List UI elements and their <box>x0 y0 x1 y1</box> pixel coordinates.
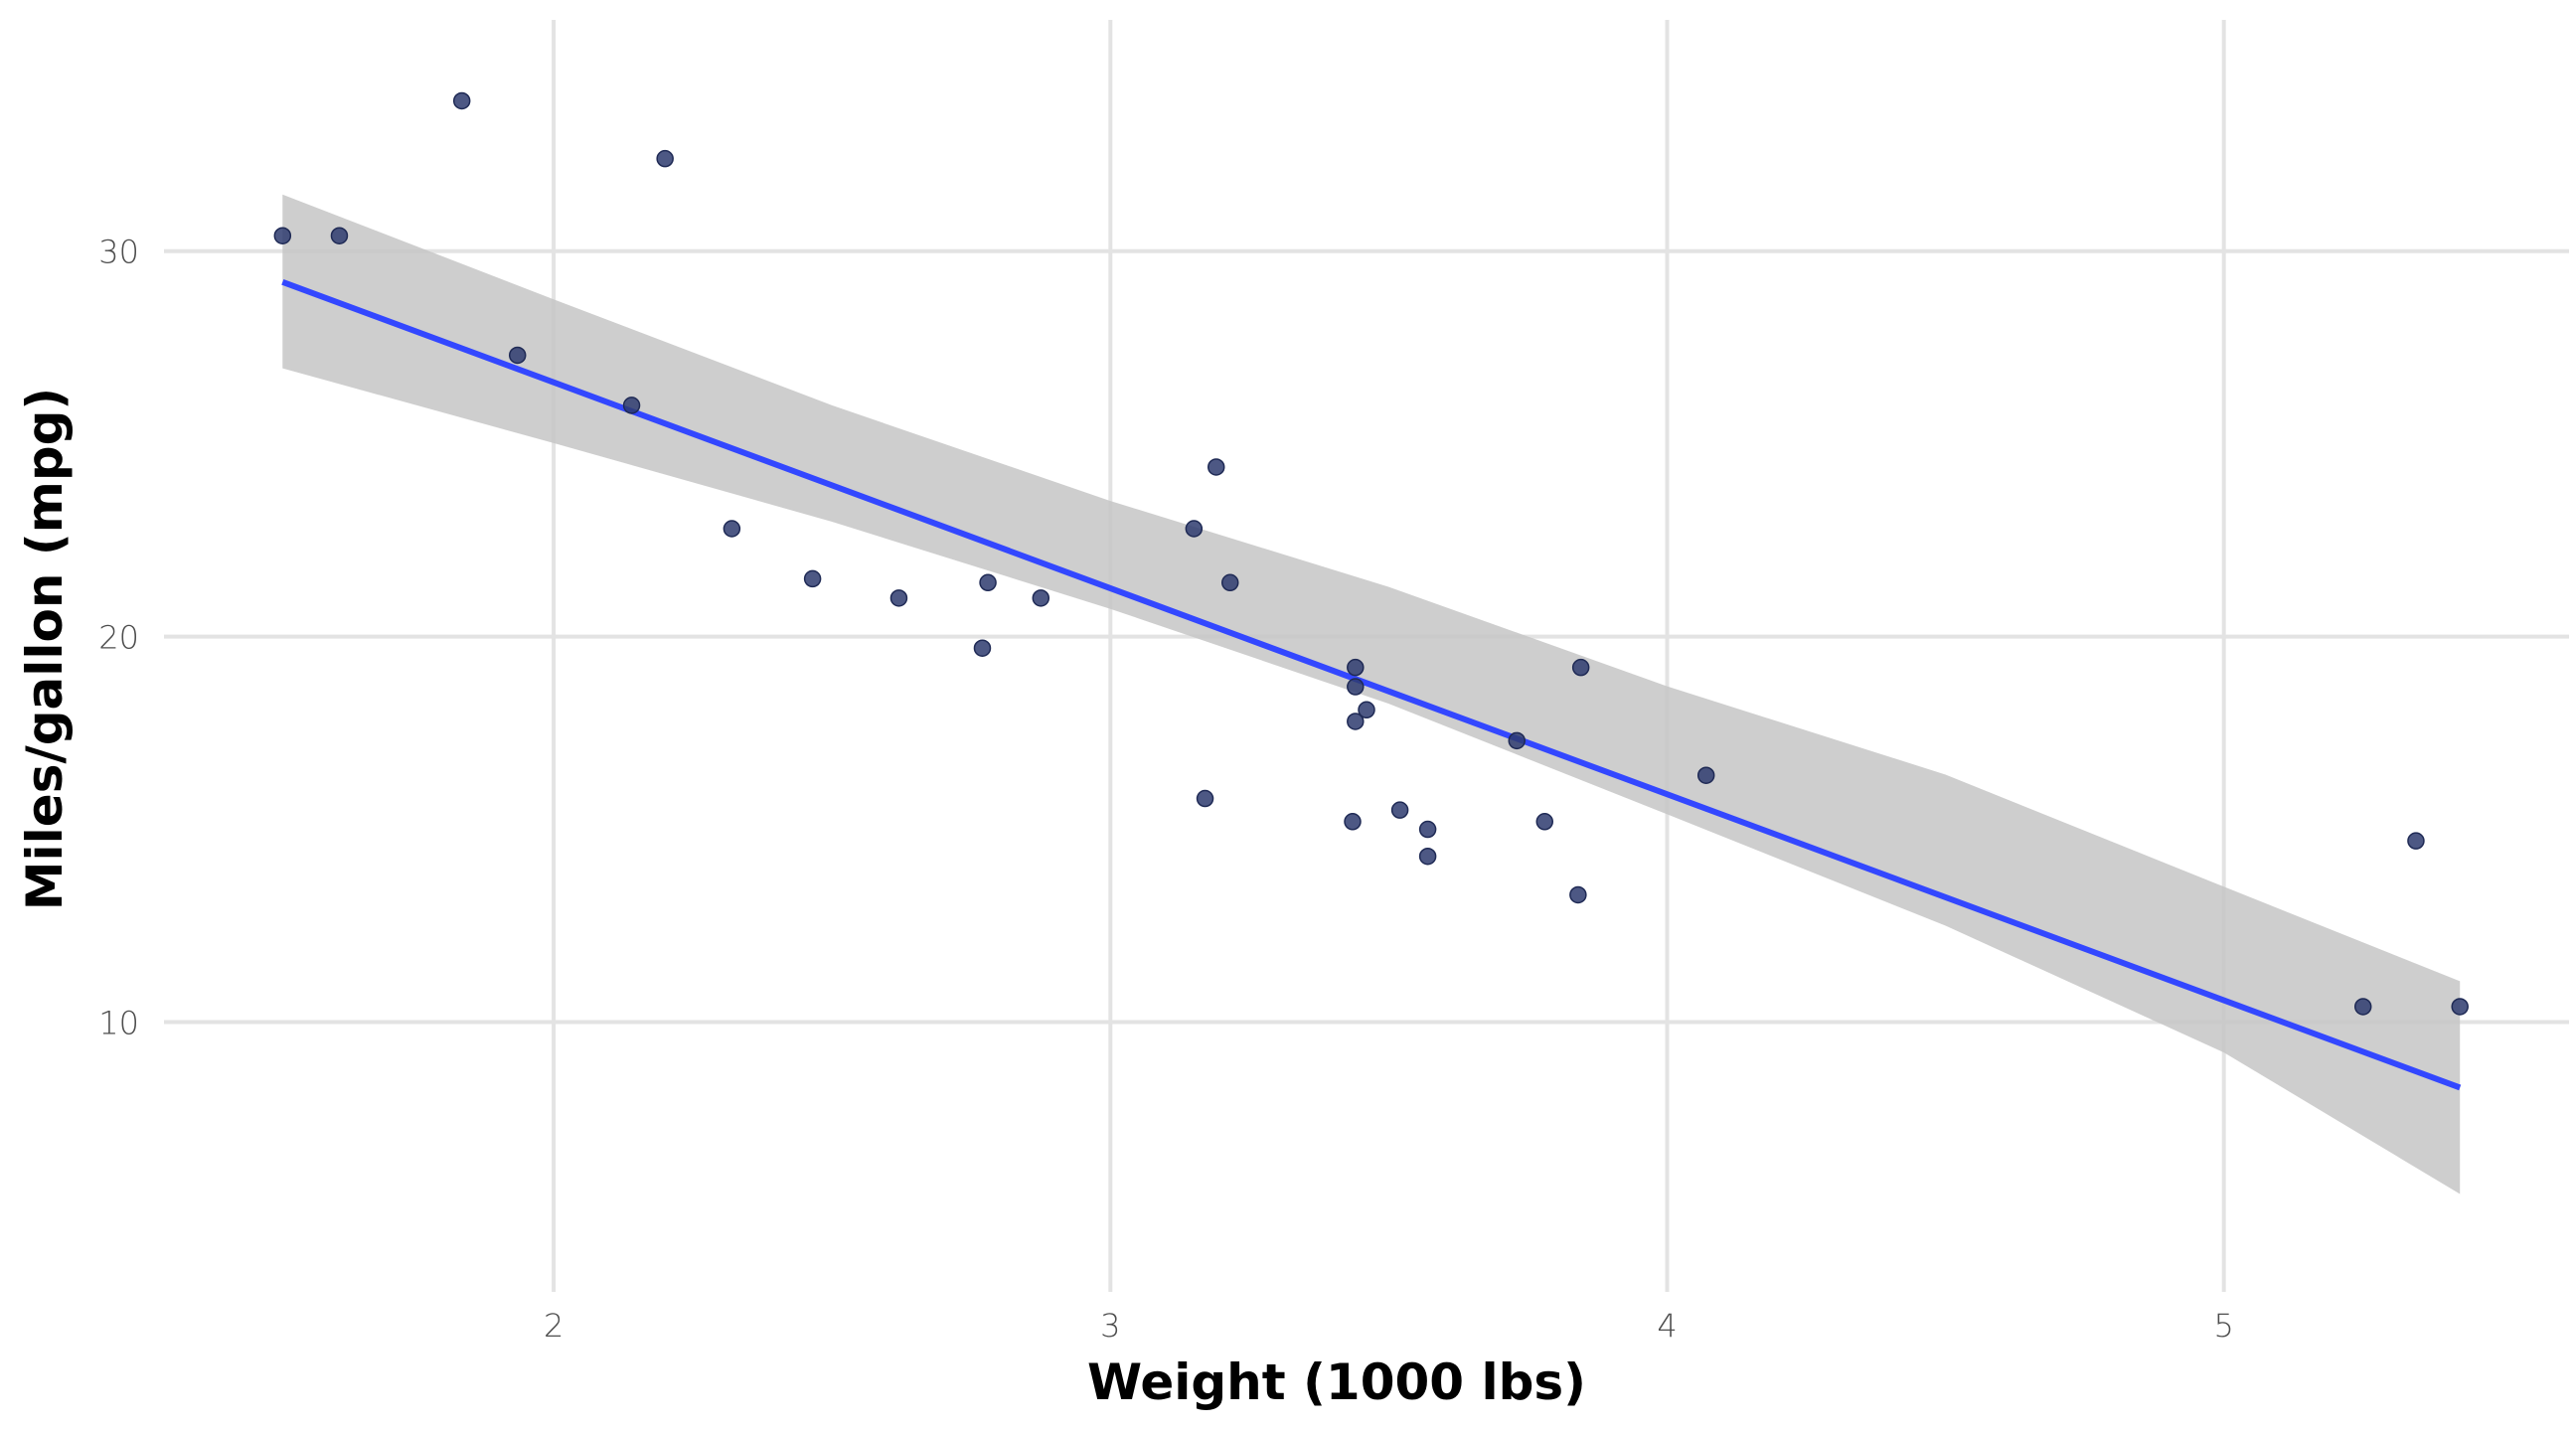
data-point-31 <box>979 573 997 592</box>
confidence-band <box>282 194 2461 1194</box>
data-point-15 <box>2451 998 2469 1016</box>
data-point-22 <box>1344 813 1362 831</box>
data-point-19 <box>452 91 471 110</box>
tick-labels: 2 3 4 5 10 20 30 <box>98 234 2234 1345</box>
data-point-18 <box>330 227 349 244</box>
y-tick-label-30: 30 <box>98 234 139 271</box>
data-point-5 <box>1358 701 1375 719</box>
data-point-29 <box>973 639 992 657</box>
data-point-10 <box>1347 713 1365 730</box>
data-point-2 <box>723 520 741 538</box>
data-point-20 <box>803 569 822 588</box>
data-point-9 <box>1347 658 1365 677</box>
x-tick-label-2: 2 <box>544 1307 564 1345</box>
fit-line-layer <box>281 278 2462 1091</box>
data-point-7 <box>1208 458 1225 476</box>
x-axis-title: Weight (1000 lbs) <box>1087 1353 1586 1411</box>
data-point-23 <box>1569 885 1587 904</box>
data-point-6 <box>1418 847 1437 866</box>
y-tick-label-20: 20 <box>98 619 139 657</box>
y-tick-label-10: 10 <box>98 1004 139 1041</box>
confidence-band-layer <box>282 194 2461 1194</box>
data-point-25 <box>508 346 527 365</box>
regression-line <box>281 278 2462 1091</box>
data-point-24 <box>1571 658 1590 677</box>
data-point-27 <box>273 227 292 244</box>
y-axis-title: Miles/gallon (mpg) <box>16 388 74 911</box>
data-point-4 <box>1347 678 1365 696</box>
data-point-1 <box>1032 589 1050 607</box>
data-point-14 <box>2353 998 2372 1016</box>
data-point-28 <box>1196 789 1214 808</box>
data-point-21 <box>1390 801 1409 819</box>
data-points <box>273 91 2469 1016</box>
x-tick-label-4: 4 <box>1657 1307 1677 1345</box>
x-tick-label-3: 3 <box>1100 1307 1120 1345</box>
data-point-17 <box>656 149 674 168</box>
data-point-16 <box>2407 832 2425 850</box>
data-point-12 <box>1508 731 1526 750</box>
data-point-8 <box>1185 520 1204 538</box>
data-point-26 <box>622 397 641 414</box>
x-tick-label-5: 5 <box>2214 1307 2234 1345</box>
data-point-13 <box>1535 813 1554 831</box>
data-point-11 <box>1696 766 1715 784</box>
data-point-30 <box>1418 820 1437 839</box>
data-point-3 <box>1221 573 1239 592</box>
data-point-0 <box>889 589 908 607</box>
